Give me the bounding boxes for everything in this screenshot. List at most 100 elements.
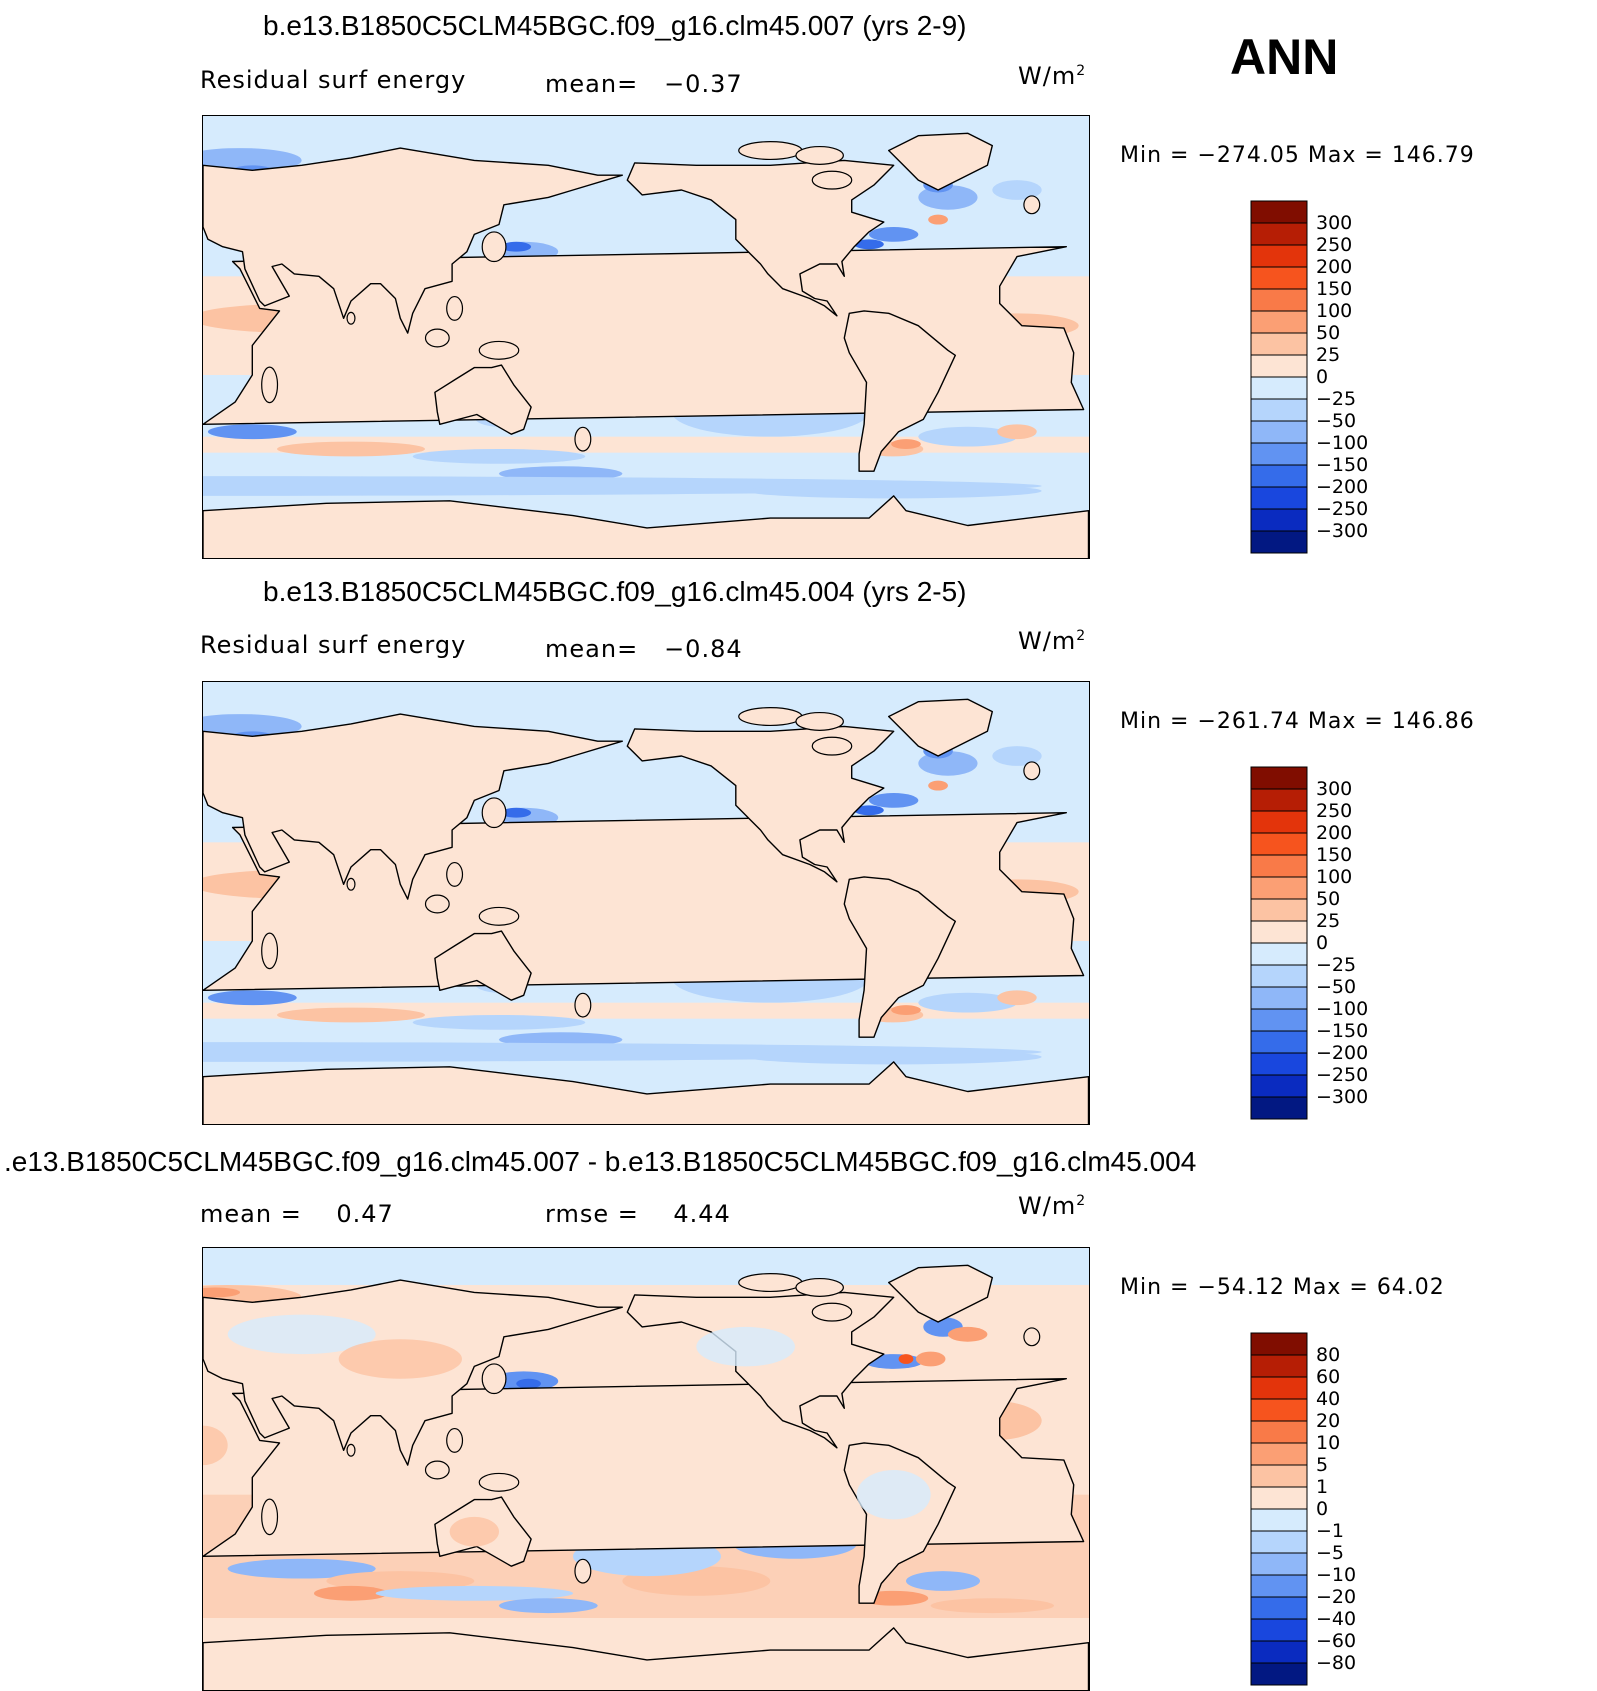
island-outline bbox=[424, 894, 450, 914]
panel-3-units: W/m2 bbox=[1018, 1192, 1087, 1220]
colorbar-box bbox=[1250, 1442, 1308, 1466]
continent-antarctica bbox=[203, 495, 1089, 558]
colorbar-box bbox=[1250, 1662, 1308, 1686]
island-outline bbox=[346, 1443, 356, 1457]
panel-1-min-value: −274.05 bbox=[1197, 143, 1300, 168]
anomaly-region bbox=[992, 180, 1042, 200]
island-outline bbox=[261, 1498, 279, 1536]
island-outline bbox=[795, 145, 844, 165]
colorbar-tick-label: −250 bbox=[1316, 498, 1369, 520]
panel-1-mean: mean= −0.37 bbox=[545, 70, 743, 98]
island-outline bbox=[481, 231, 507, 263]
panel-1-min-label: Min = bbox=[1120, 143, 1190, 168]
anomaly-region bbox=[898, 1354, 914, 1364]
anomaly-region bbox=[745, 1049, 1042, 1065]
colorbar-box bbox=[1250, 942, 1308, 966]
island-outline bbox=[1023, 761, 1041, 781]
colorbar-box bbox=[1250, 1574, 1308, 1598]
panel-3-max-value: 64.02 bbox=[1376, 1275, 1445, 1300]
colorbar-tick-label: −5 bbox=[1316, 1542, 1345, 1564]
anomaly-region bbox=[891, 1005, 921, 1015]
anomaly-region bbox=[930, 1598, 1054, 1614]
panel-2-colorbar: 300 250 200 150 100 50 25 0 −25 −50 −100 −150 −200 −2… bbox=[1250, 766, 1368, 1125]
colorbar-tick-label: 100 bbox=[1316, 866, 1353, 888]
colorbar-tick-label: 50 bbox=[1316, 888, 1341, 910]
colorbar-box bbox=[1250, 310, 1308, 334]
continent-namerica bbox=[626, 725, 895, 883]
panel-1-title: b.e13.B1850C5CLM45BGC.f09_g16.clm45.007 … bbox=[263, 10, 967, 41]
anomaly-region bbox=[997, 424, 1037, 440]
continent-samerica bbox=[843, 876, 956, 1038]
colorbar-tick-label: −20 bbox=[1316, 1586, 1357, 1608]
continent-samerica bbox=[843, 310, 956, 472]
land-anomaly bbox=[227, 1314, 376, 1355]
colorbar-tick-label: −25 bbox=[1316, 954, 1357, 976]
colorbar-box bbox=[1250, 810, 1308, 834]
colorbar-tick-label: −25 bbox=[1316, 388, 1357, 410]
colorbar-box bbox=[1250, 1030, 1308, 1054]
continent-eurasia bbox=[203, 713, 623, 900]
colorbar-box bbox=[1250, 876, 1308, 900]
colorbar-tick-label: 50 bbox=[1316, 322, 1341, 344]
island-outline bbox=[261, 932, 279, 970]
colorbar-tick-label: −60 bbox=[1316, 1630, 1357, 1652]
anomaly-region bbox=[277, 441, 425, 457]
colorbar-tick-label: 300 bbox=[1316, 778, 1353, 800]
island-outline bbox=[574, 426, 592, 452]
colorbar-tick-label: −150 bbox=[1316, 454, 1369, 476]
panel-3-mean-label: mean = bbox=[200, 1200, 302, 1228]
island-outline bbox=[811, 1302, 853, 1322]
panel-2-title: b.e13.B1850C5CLM45BGC.f09_g16.clm45.004 … bbox=[263, 576, 967, 607]
colorbar-tick-label: −80 bbox=[1316, 1652, 1357, 1674]
panel-3-minmax: Min = −54.12 Max = 64.02 bbox=[1120, 1275, 1445, 1300]
colorbar-tick-label: −150 bbox=[1316, 1020, 1369, 1042]
anomaly-region bbox=[314, 1585, 388, 1601]
panel-3-max-label: Max = bbox=[1292, 1275, 1369, 1300]
anomaly-region bbox=[947, 1326, 988, 1342]
anomaly-region bbox=[207, 990, 297, 1006]
island-outline bbox=[738, 707, 803, 727]
colorbar-box bbox=[1250, 986, 1308, 1010]
colorbar-tick-label: 150 bbox=[1316, 278, 1353, 300]
anomaly-region bbox=[227, 1558, 376, 1579]
colorbar-tick-label: 300 bbox=[1316, 212, 1353, 234]
panel-3-min-value: −54.12 bbox=[1197, 1275, 1285, 1300]
colorbar-tick-label: −300 bbox=[1316, 520, 1369, 542]
colorbar-tick-label: 250 bbox=[1316, 800, 1353, 822]
island-outline bbox=[346, 311, 356, 325]
island-outline bbox=[795, 711, 844, 731]
land-anomaly bbox=[449, 1516, 499, 1547]
continent-namerica bbox=[626, 1291, 895, 1449]
continent-greenland bbox=[888, 698, 993, 757]
island-outline bbox=[738, 1273, 803, 1293]
colorbar-tick-label: 100 bbox=[1316, 300, 1353, 322]
island-outline bbox=[574, 1558, 592, 1584]
land-anomaly bbox=[696, 1326, 795, 1367]
anomaly-region bbox=[277, 1007, 425, 1023]
anomaly-region bbox=[412, 1015, 586, 1030]
anomaly-region bbox=[745, 483, 1042, 499]
colorbar-box bbox=[1250, 788, 1308, 812]
colorbar-box bbox=[1250, 222, 1308, 246]
colorbar-box bbox=[1250, 832, 1308, 856]
anomaly-region bbox=[203, 1287, 240, 1298]
panel-3-rmse: rmse = 4.44 bbox=[545, 1200, 731, 1228]
colorbar-tick-label: −200 bbox=[1316, 1042, 1369, 1064]
panel-1-max-label: Max = bbox=[1307, 143, 1384, 168]
island-outline bbox=[446, 295, 464, 321]
anomaly-region bbox=[412, 449, 586, 464]
colorbar-box bbox=[1250, 1530, 1308, 1554]
colorbar-box bbox=[1250, 1618, 1308, 1642]
anomaly-region bbox=[516, 1378, 541, 1389]
panel-3-rmse-value: 4.44 bbox=[673, 1200, 731, 1228]
colorbar-tick-label: −50 bbox=[1316, 410, 1357, 432]
island-outline bbox=[478, 906, 520, 926]
panel-2-mean-value: −0.84 bbox=[664, 635, 743, 663]
colorbar-tick-label: −200 bbox=[1316, 476, 1369, 498]
anomaly-region bbox=[906, 1571, 980, 1591]
colorbar-tick-label: 20 bbox=[1316, 1410, 1341, 1432]
colorbar-box bbox=[1250, 1596, 1308, 1620]
island-outline bbox=[481, 797, 507, 829]
colorbar-box bbox=[1250, 398, 1308, 422]
anomaly-region bbox=[928, 214, 948, 225]
